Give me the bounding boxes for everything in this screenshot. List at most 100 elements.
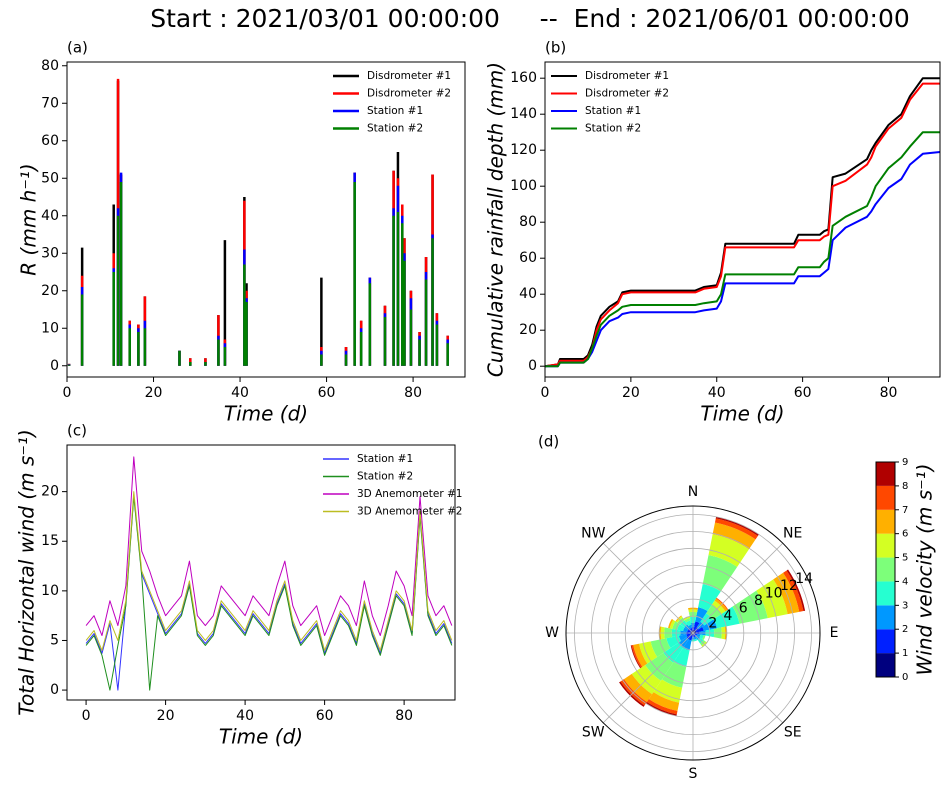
rose-segment <box>716 597 729 610</box>
y-axis-label: R (mm h⁻¹) <box>17 163 41 275</box>
legend-label: Disdrometer #2 <box>585 88 669 100</box>
rose-segment <box>678 634 688 641</box>
rose-segment <box>693 634 696 638</box>
colorbar-bin <box>876 509 895 534</box>
compass-label: S <box>689 766 698 782</box>
x-tick-label: 80 <box>404 385 422 401</box>
y-tick-label: 15 <box>41 533 59 549</box>
legend-label: Station #1 <box>357 453 413 465</box>
r-tick-label: 2 <box>708 615 717 631</box>
colorbar-tick-label: 3 <box>902 600 908 611</box>
series-line <box>85 491 453 651</box>
x-tick-label: 40 <box>708 385 726 401</box>
x-axis-label: Time (d) <box>219 725 303 749</box>
rose-segment <box>672 621 680 630</box>
y-tick-label: 20 <box>41 484 59 500</box>
y-tick-label: 70 <box>41 95 59 111</box>
y-tick-label: 160 <box>510 70 537 86</box>
x-tick-label: 20 <box>157 708 175 724</box>
r-tick-label: 4 <box>724 608 733 624</box>
rose-segment <box>639 641 658 664</box>
x-tick-label: 80 <box>880 385 898 401</box>
angular-grid <box>692 542 784 634</box>
panel-label: (c) <box>67 422 87 440</box>
rose-segment <box>702 619 718 631</box>
x-tick-label: 0 <box>541 385 550 401</box>
x-tick-label: 20 <box>622 385 640 401</box>
rose-segment <box>683 616 691 621</box>
colorbar-bin <box>876 462 895 486</box>
rose-segment <box>698 584 721 612</box>
rose-segment <box>693 636 697 640</box>
axes-frame <box>66 444 456 701</box>
axes-frame <box>544 61 941 378</box>
series-line <box>544 77 940 368</box>
y-tick-label: 120 <box>510 142 537 158</box>
colorbar-tick-label: 4 <box>902 576 908 587</box>
rose-segment <box>712 522 756 550</box>
rose-segment <box>699 634 704 640</box>
rose-segment <box>694 633 698 636</box>
panel-label: (b) <box>545 39 566 57</box>
rose-segment <box>694 638 698 642</box>
colorbar-frame <box>875 461 896 678</box>
colorbar-bin <box>876 653 895 677</box>
rose-segment <box>695 607 708 624</box>
y-tick-label: 60 <box>41 133 59 149</box>
panel-label: (d) <box>538 433 559 451</box>
y-tick-label: 60 <box>519 250 537 266</box>
x-axis-label: Time (d) <box>700 402 784 426</box>
rose-segment <box>686 633 691 637</box>
series-line <box>545 151 941 368</box>
y-tick-label: 5 <box>50 632 59 648</box>
rose-segment <box>646 699 678 715</box>
y-tick-label: 80 <box>41 58 59 74</box>
y-tick-label: 20 <box>41 283 59 299</box>
legend-label: Station #2 <box>357 471 413 483</box>
rose-segment <box>673 647 690 668</box>
rose-segment <box>630 645 641 669</box>
angular-grid <box>602 632 694 724</box>
x-tick-label: 20 <box>145 385 163 401</box>
series-line <box>545 131 940 368</box>
rose-segment <box>631 644 643 668</box>
rose-segment <box>756 579 788 619</box>
x-tick-label: 40 <box>236 708 254 724</box>
y-tick-label: 80 <box>519 214 537 230</box>
legend-label: Station #1 <box>585 105 641 117</box>
rose-segment <box>633 643 648 667</box>
rose-segment <box>783 570 804 612</box>
rose-segment <box>645 701 677 717</box>
rose-segment <box>619 681 645 707</box>
r-tick-label: 14 <box>795 571 813 587</box>
colorbar-tick-label: 1 <box>902 648 908 659</box>
compass-label: N <box>688 484 698 500</box>
legend-label: Station #1 <box>367 105 423 117</box>
legend-label: Disdrometer #1 <box>585 70 669 82</box>
legend-label: Disdrometer #1 <box>367 70 451 82</box>
y-axis-label: Total Horizontal wind (m s⁻¹) <box>15 429 39 716</box>
r-tick-label: 12 <box>780 578 798 594</box>
angular-grid <box>602 542 694 634</box>
rose-segment <box>786 569 806 612</box>
y-tick-label: 40 <box>41 208 59 224</box>
rose-segment <box>650 638 671 657</box>
x-tick-label: 60 <box>318 385 336 401</box>
panel-label: (a) <box>67 39 88 57</box>
polar-frame <box>565 505 821 761</box>
rose-segment <box>685 620 692 626</box>
colorbar-tick-label: 9 <box>902 457 908 468</box>
colorbar-bin <box>876 557 895 582</box>
x-axis-label: Time (d) <box>224 402 308 426</box>
rose-segment <box>661 661 687 688</box>
y-tick-label: 0 <box>528 358 537 374</box>
colorbar-tick-label: 7 <box>902 505 908 516</box>
rose-segment <box>688 624 693 629</box>
rose-segment <box>683 627 689 632</box>
colorbar-label: Wind velocity (m s⁻¹) <box>913 463 937 675</box>
y-tick-label: 100 <box>510 178 537 194</box>
angular-grid <box>692 632 784 724</box>
colorbar-bin <box>876 533 895 558</box>
rose-segment <box>690 628 693 631</box>
series-line <box>85 496 453 691</box>
